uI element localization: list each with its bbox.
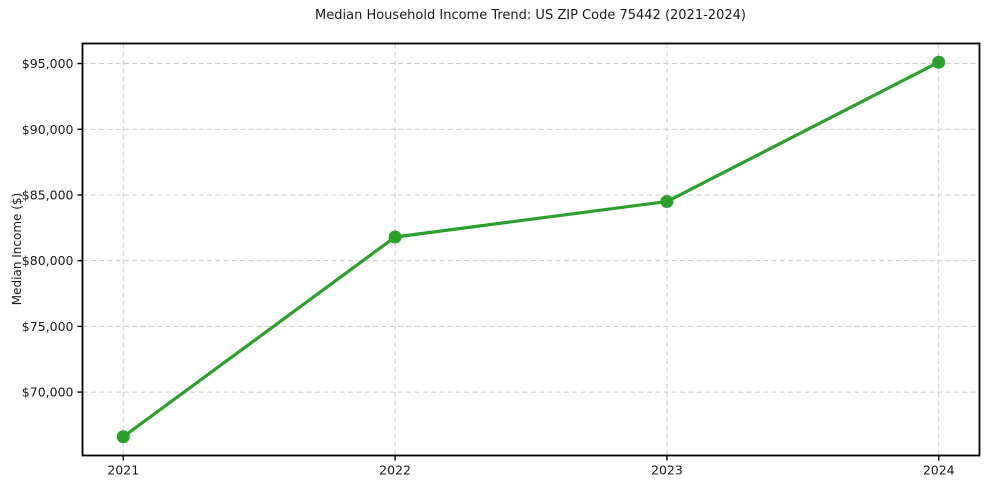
data-point-marker (660, 195, 674, 209)
y-tick-label: $75,000 (22, 319, 74, 334)
y-tick-label: $95,000 (22, 56, 74, 71)
x-tick-label: 2021 (107, 463, 139, 478)
data-point-marker (932, 55, 946, 69)
x-tick-label: 2023 (651, 463, 683, 478)
trend-line (121, 60, 941, 439)
x-tick-label: 2024 (923, 463, 955, 478)
x-tick-label: 2022 (379, 463, 411, 478)
y-tick-label: $90,000 (22, 122, 74, 137)
plot-border (81, 42, 981, 457)
y-tick-label: $80,000 (22, 253, 74, 268)
y-tick-label: $70,000 (22, 385, 74, 400)
y-tick-label: $85,000 (22, 187, 74, 202)
data-point-marker (388, 230, 402, 244)
data-point-marker (116, 430, 130, 444)
chart-title: Median Household Income Trend: US ZIP Co… (315, 8, 746, 23)
